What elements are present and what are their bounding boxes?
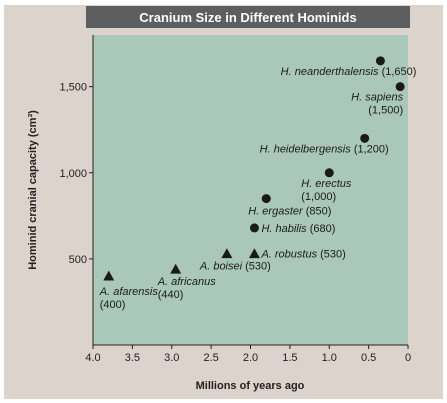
x-tick-label: 0 <box>405 352 411 364</box>
point-h-ergaster <box>261 194 271 204</box>
plot-area <box>93 35 408 345</box>
point-h-neanderthalensis <box>375 56 385 66</box>
label-a-africanus: A. africanus <box>157 276 217 288</box>
x-tick-label: 3.0 <box>164 352 179 364</box>
value-h-erectus: (1,000) <box>301 191 336 203</box>
label-h-erectus: H. erectus <box>301 178 352 190</box>
y-tick-label: 1,000 <box>59 168 87 180</box>
point-h-habilis <box>249 223 259 233</box>
x-tick-label: 4.0 <box>85 352 100 364</box>
y-axis-label: Hominid cranial capacity (cm³) <box>27 110 39 270</box>
point-a-boisei <box>221 248 233 259</box>
x-tick-label: 0.5 <box>361 352 376 364</box>
value-h-sapiens: (1,500) <box>368 105 403 117</box>
title-bar <box>86 6 410 28</box>
y-tick-label: 500 <box>69 254 87 266</box>
label-a-robustus: A. robustus (530) <box>260 249 345 261</box>
label-h-heidelbergensis: H. heidelbergensis (1,200) <box>260 143 389 155</box>
point-a-robustus <box>248 248 260 259</box>
point-a-afarensis <box>103 270 115 281</box>
label-h-habilis: H. habilis (680) <box>261 223 335 235</box>
x-axis-label: Millions of years ago <box>196 380 305 392</box>
label-h-neanderthalensis: H. neanderthalensis (1,650) <box>281 66 417 78</box>
label-a-boisei: A. boisei (530) <box>199 261 271 273</box>
point-a-africanus <box>170 263 182 274</box>
x-tick-label: 1.0 <box>322 352 337 364</box>
label-h-sapiens: H. sapiens <box>351 92 403 104</box>
value-a-afarensis: (400) <box>100 299 126 311</box>
y-tick-label: 1,500 <box>59 82 87 94</box>
chart-title: Cranium Size in Different Hominids <box>139 10 356 25</box>
value-a-africanus: (440) <box>158 289 184 301</box>
data-labels: A. afarensis(400) A. africanus(440) A. boi… <box>99 66 417 311</box>
point-h-erectus <box>324 168 334 178</box>
x-tick-label: 2.5 <box>203 352 218 364</box>
axes: 4.0 3.5 3.0 2.5 2.0 1.5 1.0 0.5 0 500 1,000 1,500 <box>59 35 411 364</box>
point-h-heidelbergensis <box>360 133 370 143</box>
label-h-ergaster: H. ergaster (850) <box>248 206 331 218</box>
point-h-sapiens <box>395 82 405 92</box>
x-tick-label: 3.5 <box>125 352 140 364</box>
data-marks <box>103 56 405 281</box>
x-tick-label: 2.0 <box>243 352 258 364</box>
x-tick-label: 1.5 <box>282 352 297 364</box>
label-a-afarensis: A. afarensis <box>99 286 159 298</box>
